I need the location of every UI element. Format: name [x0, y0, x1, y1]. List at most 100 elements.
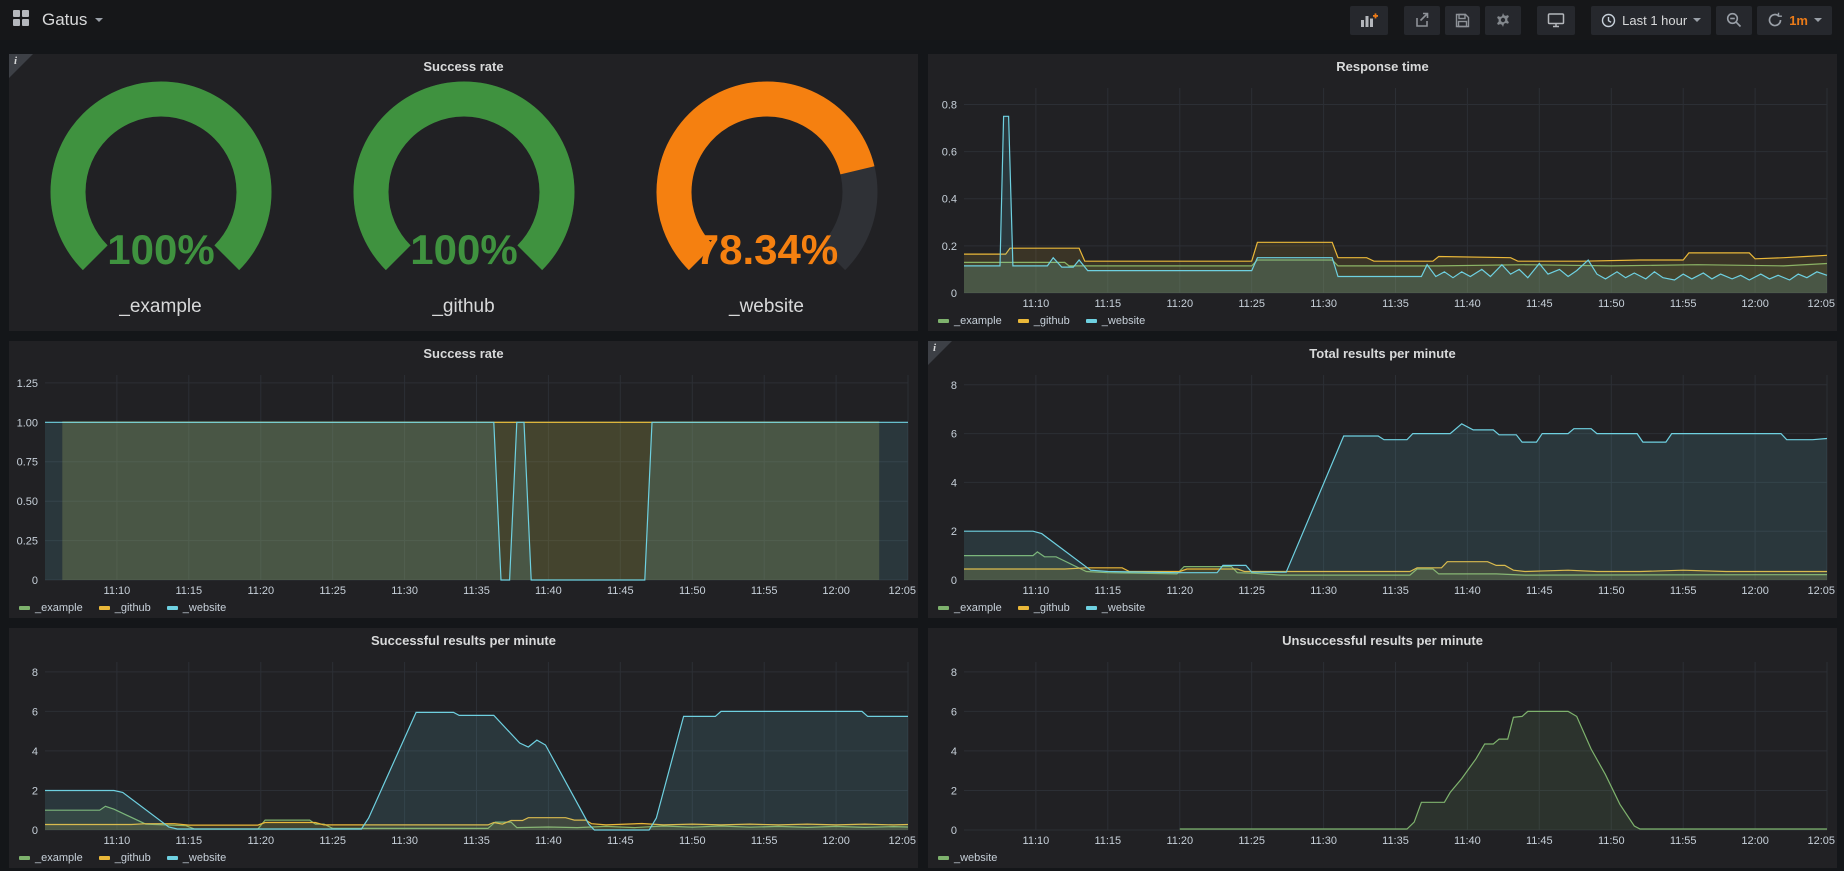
- gauge-_website: 78.34% _website: [615, 80, 918, 331]
- legend-item-_website[interactable]: _website: [938, 852, 997, 864]
- response-time-chart[interactable]: 00.20.40.60.811:1011:1511:2011:2511:3011…: [928, 80, 1837, 311]
- legend-item-_github[interactable]: _github: [1018, 315, 1070, 327]
- panel-title[interactable]: Total results per minute: [928, 341, 1837, 367]
- dashboard-title-dropdown[interactable]: Gatus: [42, 10, 103, 30]
- svg-text:12:00: 12:00: [1741, 835, 1769, 847]
- chart-legend: _example _github _website: [9, 848, 918, 868]
- svg-text:6: 6: [951, 429, 957, 441]
- svg-text:6: 6: [32, 706, 38, 718]
- legend-swatch: [167, 606, 178, 610]
- legend-item-_website[interactable]: _website: [167, 852, 226, 864]
- legend-swatch: [938, 856, 949, 860]
- series-fill-_website: [964, 424, 1827, 580]
- gauge-_example: 100% _example: [9, 80, 312, 331]
- info-icon: i: [14, 55, 17, 67]
- gauge-label: _website: [729, 296, 804, 318]
- panel-title[interactable]: Success rate: [9, 54, 918, 80]
- info-icon: i: [933, 342, 936, 354]
- svg-text:8: 8: [951, 667, 957, 679]
- svg-text:11:25: 11:25: [319, 585, 346, 597]
- legend-item-_website[interactable]: _website: [1086, 602, 1145, 614]
- svg-text:0: 0: [951, 825, 957, 837]
- panel-total-results: i Total results per minute 0246811:1011:…: [928, 341, 1837, 618]
- legend-swatch: [99, 606, 110, 610]
- legend-item-_example[interactable]: _example: [938, 315, 1002, 327]
- legend-item-_example[interactable]: _example: [19, 602, 83, 614]
- chart-legend: _example _github _website: [928, 311, 1837, 331]
- clock-icon: [1601, 13, 1616, 28]
- svg-text:11:25: 11:25: [1238, 835, 1265, 847]
- legend-item-_website[interactable]: _website: [1086, 315, 1145, 327]
- legend-label: _github: [1034, 602, 1070, 614]
- chevron-down-icon: [1814, 18, 1822, 22]
- monitor-icon: [1547, 12, 1565, 28]
- save-button[interactable]: [1445, 6, 1480, 35]
- legend-swatch: [19, 856, 30, 860]
- gauge-value: 78.34%: [695, 226, 837, 273]
- svg-text:4: 4: [951, 477, 957, 489]
- unsuccessful-results-chart[interactable]: 0246811:1011:1511:2011:2511:3011:3511:40…: [928, 654, 1837, 848]
- legend-item-_example[interactable]: _example: [19, 852, 83, 864]
- apps-grid-icon[interactable]: [12, 9, 30, 32]
- svg-text:11:40: 11:40: [1454, 835, 1481, 847]
- legend-label: _website: [183, 852, 226, 864]
- chart-legend: _example _github _website: [928, 598, 1837, 618]
- dashboard-title: Gatus: [42, 10, 87, 30]
- svg-text:11:45: 11:45: [607, 835, 634, 847]
- legend-swatch: [19, 606, 30, 610]
- panel-title[interactable]: Unsuccessful results per minute: [928, 628, 1837, 654]
- svg-text:11:30: 11:30: [391, 585, 418, 597]
- svg-text:0.4: 0.4: [942, 194, 957, 206]
- panel-info-corner[interactable]: [9, 54, 33, 78]
- zoom-out-button[interactable]: [1716, 6, 1752, 35]
- legend-item-_website[interactable]: _website: [167, 602, 226, 614]
- svg-text:11:40: 11:40: [1454, 585, 1481, 597]
- chart-svg: 0246811:1011:1511:2011:2511:3011:3511:40…: [928, 367, 1837, 598]
- legend-item-_github[interactable]: _github: [1018, 602, 1070, 614]
- dashboard-grid: i Success rate 100% _example 100% _githu…: [0, 40, 1844, 868]
- svg-text:11:50: 11:50: [1598, 298, 1625, 310]
- refresh-icon: [1767, 12, 1783, 28]
- svg-text:11:30: 11:30: [1310, 585, 1337, 597]
- series-fill-_website: [1180, 711, 1827, 830]
- settings-button[interactable]: [1485, 6, 1521, 35]
- time-range-label: Last 1 hour: [1622, 13, 1687, 28]
- svg-text:2: 2: [951, 526, 957, 538]
- svg-text:11:10: 11:10: [1023, 585, 1050, 597]
- share-button[interactable]: [1404, 6, 1440, 35]
- svg-text:11:10: 11:10: [1023, 835, 1050, 847]
- svg-text:11:40: 11:40: [535, 585, 562, 597]
- svg-text:12:00: 12:00: [822, 835, 850, 847]
- svg-text:0.2: 0.2: [942, 241, 957, 253]
- svg-text:11:50: 11:50: [1598, 585, 1625, 597]
- panel-title[interactable]: Successful results per minute: [9, 628, 918, 654]
- total-results-chart[interactable]: 0246811:1011:1511:2011:2511:3011:3511:40…: [928, 367, 1837, 598]
- svg-text:0: 0: [32, 575, 38, 587]
- save-icon: [1455, 13, 1470, 28]
- svg-text:11:10: 11:10: [1023, 298, 1050, 310]
- refresh-picker[interactable]: 1m: [1757, 6, 1832, 35]
- svg-text:12:05: 12:05: [1807, 298, 1835, 310]
- tv-mode-button[interactable]: [1537, 6, 1575, 35]
- panel-title[interactable]: Response time: [928, 54, 1837, 80]
- svg-text:0.25: 0.25: [17, 536, 38, 548]
- panel-successful-results: Successful results per minute 0246811:10…: [9, 628, 918, 868]
- svg-text:11:20: 11:20: [1166, 585, 1193, 597]
- legend-item-_github[interactable]: _github: [99, 602, 151, 614]
- refresh-interval-label: 1m: [1789, 13, 1808, 28]
- svg-text:0.50: 0.50: [17, 496, 38, 508]
- gauge-arc: 100%: [15, 80, 307, 296]
- legend-label: _example: [954, 315, 1002, 327]
- legend-item-_github[interactable]: _github: [99, 852, 151, 864]
- success-rate-chart[interactable]: 00.250.500.751.001.2511:1011:1511:2011:2…: [9, 367, 918, 598]
- time-range-picker[interactable]: Last 1 hour: [1591, 6, 1711, 35]
- legend-swatch: [938, 319, 949, 323]
- panel-info-corner[interactable]: [928, 341, 952, 365]
- svg-text:11:55: 11:55: [1670, 585, 1697, 597]
- successful-results-chart[interactable]: 0246811:1011:1511:2011:2511:3011:3511:40…: [9, 654, 918, 848]
- legend-item-_example[interactable]: _example: [938, 602, 1002, 614]
- add-panel-button[interactable]: [1350, 6, 1388, 35]
- svg-text:11:55: 11:55: [751, 585, 778, 597]
- legend-swatch: [1018, 606, 1029, 610]
- panel-title[interactable]: Success rate: [9, 341, 918, 367]
